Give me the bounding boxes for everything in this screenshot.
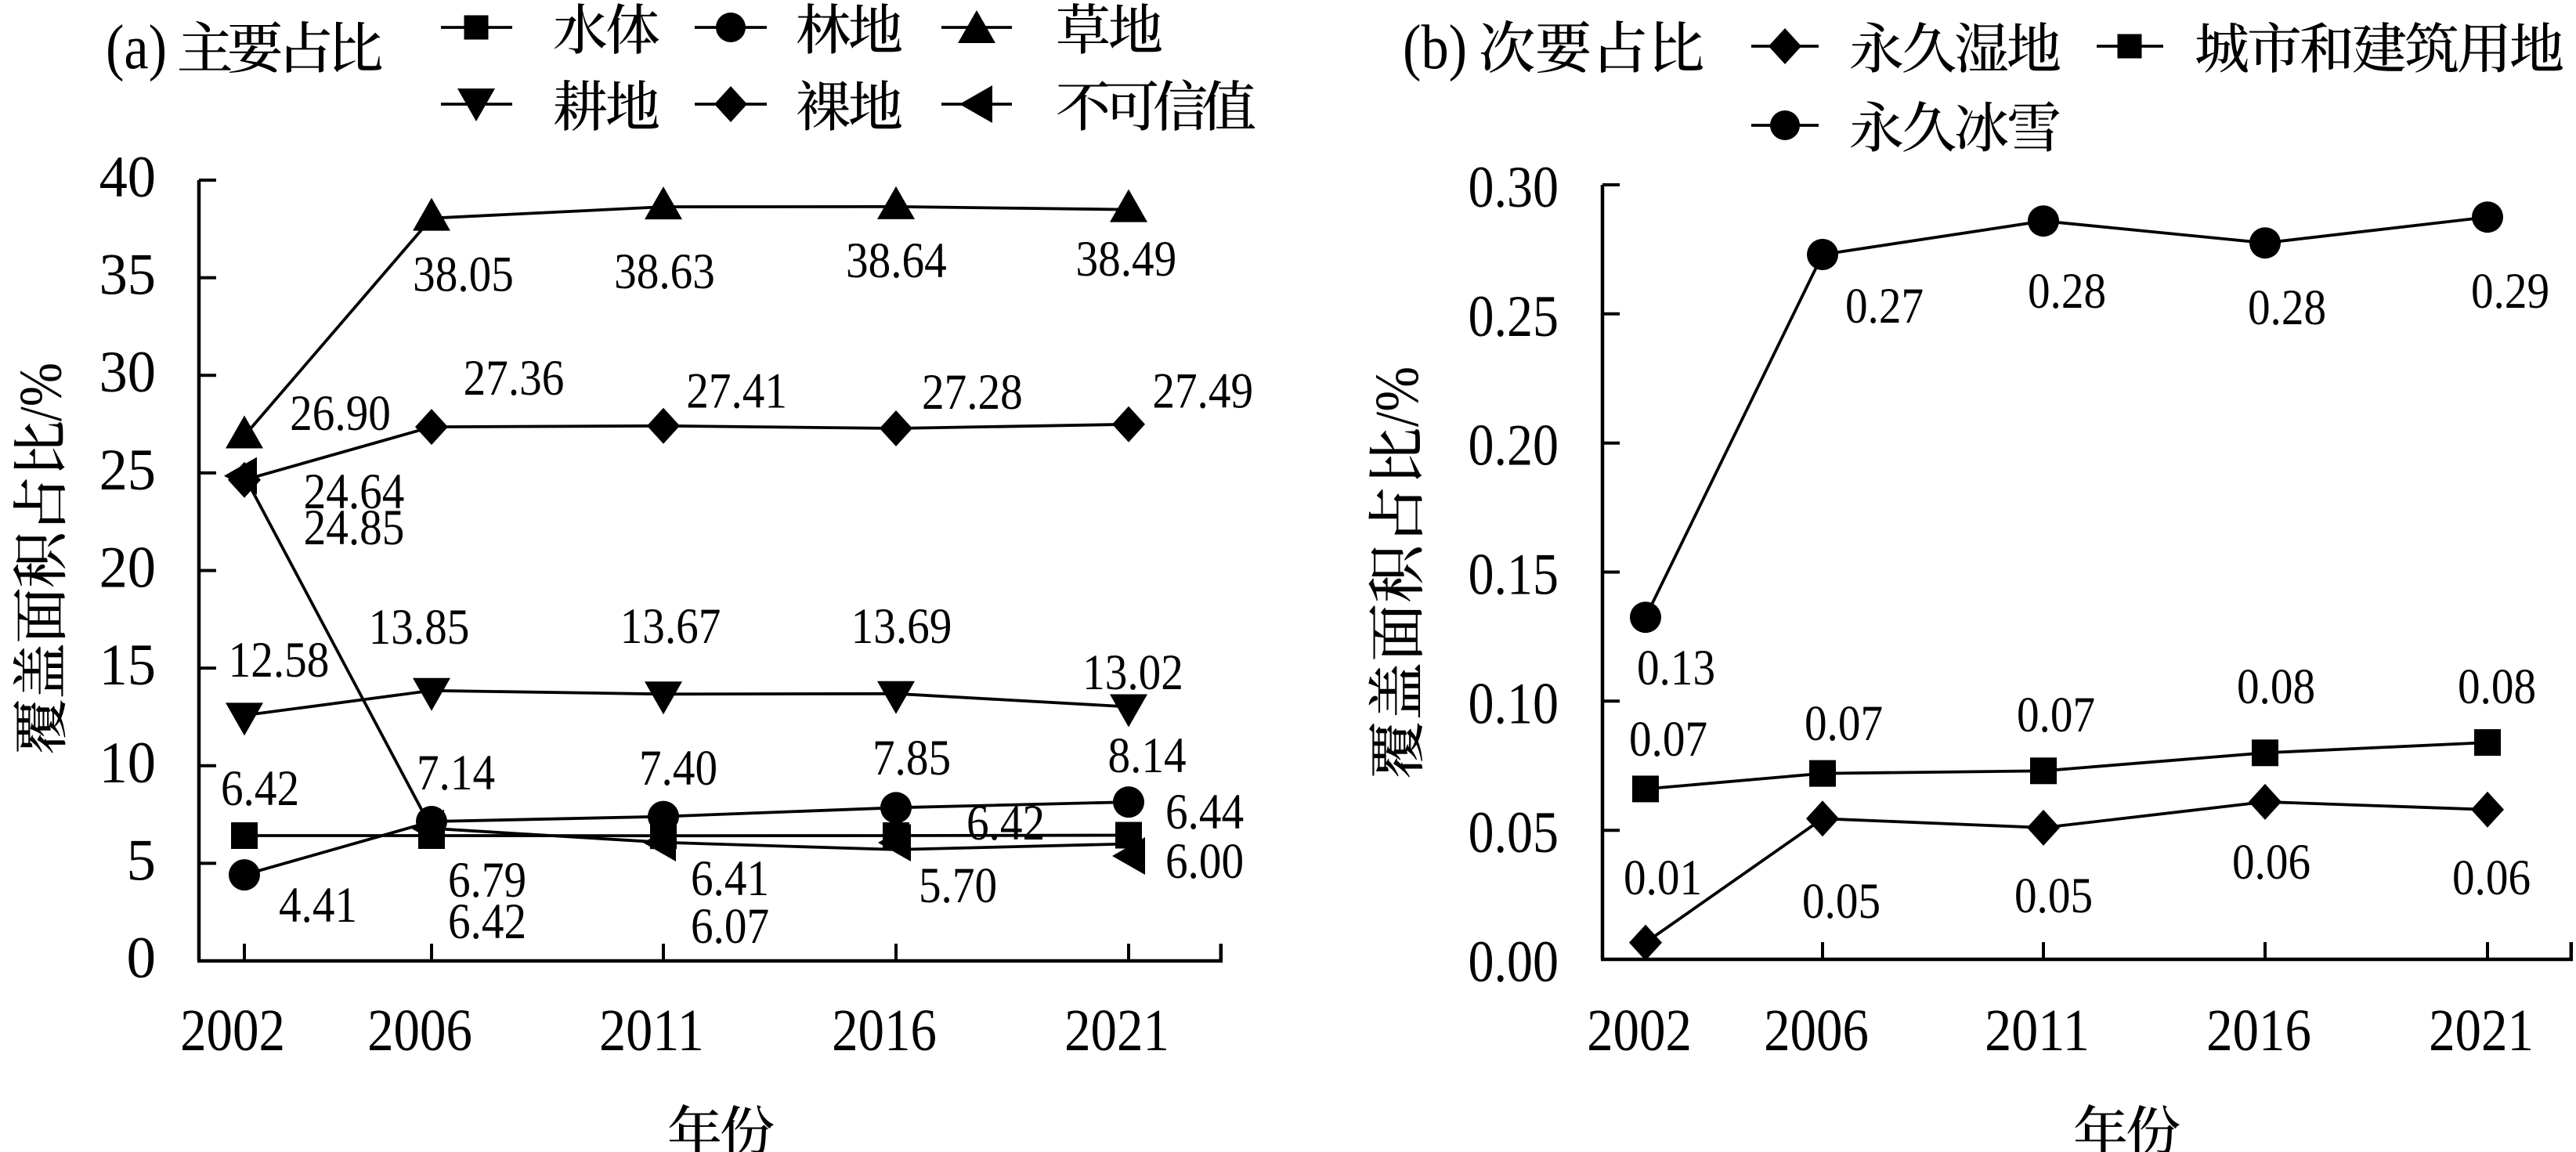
svg-text:4.41: 4.41	[279, 877, 357, 934]
svg-text:0.05: 0.05	[1802, 873, 1881, 930]
svg-text:27.36: 27.36	[464, 350, 565, 406]
svg-text:13.85: 13.85	[369, 599, 470, 655]
svg-text:0.29: 0.29	[2471, 263, 2549, 320]
svg-text:24.64: 24.64	[304, 464, 405, 520]
svg-text:6.42: 6.42	[966, 795, 1045, 851]
svg-text:0.05: 0.05	[1469, 800, 1559, 865]
svg-text:0.07: 0.07	[2017, 687, 2095, 743]
svg-text:25: 25	[99, 438, 156, 503]
svg-text:/%: /%	[7, 363, 74, 421]
svg-text:7.85: 7.85	[873, 730, 951, 786]
svg-text:15: 15	[99, 633, 156, 698]
svg-text:38.49: 38.49	[1076, 231, 1177, 287]
svg-text:6.42: 6.42	[221, 760, 299, 817]
svg-text:2016: 2016	[2206, 998, 2311, 1064]
svg-text:0.07: 0.07	[1805, 695, 1883, 752]
svg-text:30: 30	[99, 340, 156, 405]
svg-text:26.90: 26.90	[290, 385, 391, 442]
svg-text:5: 5	[127, 828, 157, 893]
svg-text:6.44: 6.44	[1165, 784, 1244, 840]
svg-text:6.42: 6.42	[448, 894, 526, 950]
svg-text:(a): (a)	[106, 13, 167, 82]
svg-text:35: 35	[99, 243, 156, 308]
svg-text:13.67: 13.67	[620, 598, 721, 655]
svg-text:0.13: 0.13	[1637, 640, 1715, 696]
svg-text:8.14: 8.14	[1108, 728, 1187, 784]
svg-text:38.64: 38.64	[846, 233, 947, 289]
svg-text:27.28: 27.28	[922, 364, 1023, 421]
svg-text:20: 20	[99, 536, 156, 601]
svg-text:12.58: 12.58	[229, 632, 330, 688]
svg-text:40: 40	[99, 145, 156, 210]
svg-text:2006: 2006	[367, 998, 472, 1064]
svg-text:2011: 2011	[599, 998, 704, 1064]
svg-text:13.02: 13.02	[1082, 645, 1183, 701]
svg-text:24.85: 24.85	[304, 500, 405, 556]
svg-text:10: 10	[99, 731, 156, 796]
svg-text:0.28: 0.28	[2028, 263, 2106, 320]
svg-text:7.14: 7.14	[417, 745, 495, 801]
svg-text:0.07: 0.07	[1629, 711, 1707, 767]
svg-text:0.28: 0.28	[2248, 280, 2326, 336]
svg-text:0.25: 0.25	[1469, 284, 1559, 349]
svg-text:0.20: 0.20	[1469, 413, 1559, 478]
svg-text:2006: 2006	[1764, 998, 1869, 1064]
svg-text:6.41: 6.41	[691, 850, 769, 907]
svg-text:0.06: 0.06	[2232, 834, 2310, 890]
svg-text:0.05: 0.05	[2014, 868, 2093, 924]
svg-text:0.15: 0.15	[1469, 543, 1559, 608]
svg-text:2021: 2021	[2429, 998, 2534, 1064]
svg-text:0.08: 0.08	[2458, 659, 2536, 715]
svg-text:0.08: 0.08	[2237, 659, 2315, 715]
svg-text:(b): (b)	[1403, 13, 1467, 82]
svg-text:13.69: 13.69	[851, 598, 952, 655]
svg-text:0: 0	[127, 926, 157, 991]
svg-text:6.07: 6.07	[691, 898, 769, 955]
svg-text:0.00: 0.00	[1469, 930, 1559, 995]
svg-text:2011: 2011	[1985, 998, 2090, 1064]
svg-text:0.06: 0.06	[2452, 850, 2531, 906]
svg-text:38.05: 38.05	[413, 247, 514, 303]
svg-text:/%: /%	[1364, 367, 1432, 427]
svg-text:0.30: 0.30	[1469, 155, 1559, 220]
svg-text:6.79: 6.79	[448, 852, 526, 908]
svg-text:0.01: 0.01	[1624, 850, 1702, 906]
svg-text:2016: 2016	[832, 998, 937, 1064]
svg-text:27.41: 27.41	[686, 363, 787, 420]
svg-text:38.63: 38.63	[614, 244, 715, 300]
svg-text:27.49: 27.49	[1152, 363, 1253, 420]
svg-text:2002: 2002	[1587, 998, 1692, 1064]
svg-text:0.27: 0.27	[1845, 278, 1924, 334]
svg-text:0.10: 0.10	[1469, 671, 1559, 736]
svg-text:6.00: 6.00	[1165, 833, 1244, 890]
svg-text:2002: 2002	[180, 998, 285, 1064]
svg-text:7.40: 7.40	[639, 740, 717, 796]
svg-text:2021: 2021	[1064, 998, 1169, 1064]
svg-text:5.70: 5.70	[919, 858, 997, 914]
